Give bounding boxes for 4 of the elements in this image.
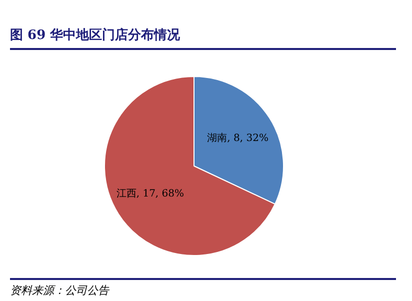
chart-title: 图 69 华中地区门店分布情况	[10, 26, 396, 50]
text: 资料来源：公司公告	[10, 283, 110, 298]
slice-label: 江西, 17, 68%	[116, 187, 184, 200]
slice-label: 湖南, 8, 32%	[207, 132, 268, 144]
